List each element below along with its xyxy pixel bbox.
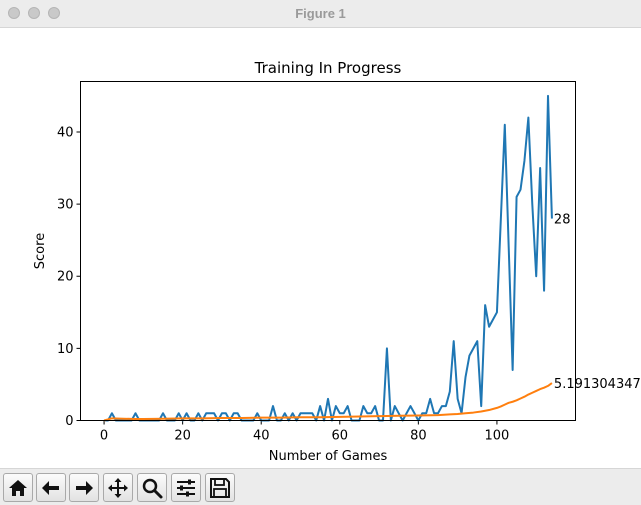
window-title: Figure 1: [295, 6, 346, 21]
x-tick-label: 0: [100, 429, 108, 444]
home-button[interactable]: [3, 473, 33, 502]
chart-title: Training In Progress: [254, 59, 402, 77]
minimize-window-button[interactable]: [28, 7, 40, 19]
back-button[interactable]: [36, 473, 66, 502]
y-tick-label: 10: [57, 342, 74, 357]
zoom-button[interactable]: [137, 473, 167, 502]
move-icon: [108, 477, 128, 498]
save-button[interactable]: [205, 473, 235, 502]
configure-subplots-button[interactable]: [171, 473, 201, 502]
y-axis-label: Score: [33, 233, 48, 269]
annotation-mean-score: 5.191304347: [554, 377, 641, 392]
y-tick-label: 0: [65, 414, 73, 429]
score-series-line: [104, 94, 553, 422]
plot-lines: [103, 94, 553, 422]
pan-button[interactable]: [103, 473, 133, 502]
floppy-disk-icon: [210, 477, 230, 498]
navigation-toolbar: [0, 468, 641, 505]
x-tick-label: 20: [174, 429, 191, 444]
sliders-icon: [177, 479, 195, 496]
zoom-window-button[interactable]: [48, 7, 60, 19]
forward-button[interactable]: [69, 473, 99, 502]
y-axis-ticks: 0 10 20 30 40: [57, 125, 81, 429]
close-window-button[interactable]: [8, 7, 20, 19]
window-titlebar: Figure 1: [0, 0, 641, 28]
annotation-last-score: 28: [554, 213, 571, 228]
arrow-right-icon: [76, 480, 93, 495]
x-axis-label: Number of Games: [269, 449, 388, 464]
mean-score-series-line: [103, 382, 553, 422]
y-tick-label: 30: [57, 198, 74, 213]
x-tick-label: 60: [332, 429, 349, 444]
arrow-left-icon: [42, 480, 59, 495]
figure-canvas: Training In Progress 0 10 20 30 40 0 20 40 60 80…: [0, 28, 641, 468]
magnifier-icon: [142, 478, 163, 498]
home-icon: [9, 479, 27, 496]
x-tick-label: 40: [253, 429, 270, 444]
y-tick-label: 20: [57, 270, 74, 285]
plot-area-frame: [80, 81, 576, 421]
x-axis-ticks: 0 20 40 60 80 100: [100, 420, 510, 444]
chart: Training In Progress 0 10 20 30 40 0 20 40 60 80…: [33, 59, 641, 464]
x-tick-label: 80: [410, 429, 427, 444]
x-tick-label: 100: [485, 429, 510, 444]
y-tick-label: 40: [57, 125, 74, 140]
